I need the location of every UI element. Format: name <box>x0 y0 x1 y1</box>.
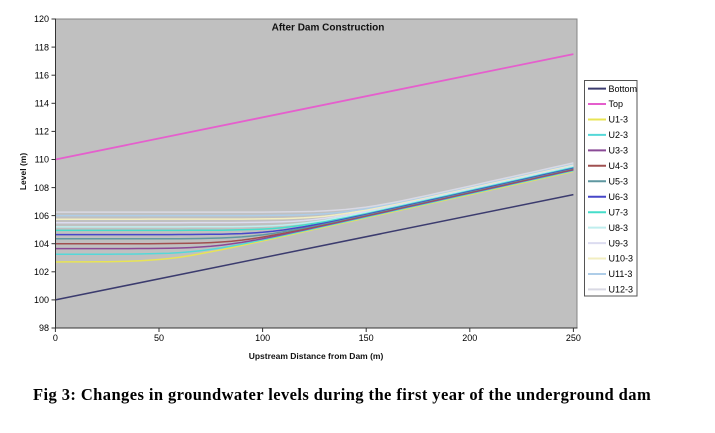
svg-text:After Dam Construction: After Dam Construction <box>272 23 385 34</box>
svg-text:Top: Top <box>609 99 624 109</box>
svg-text:Level (m): Level (m) <box>18 153 28 190</box>
svg-text:100: 100 <box>255 333 270 343</box>
svg-text:114: 114 <box>35 99 49 109</box>
svg-text:118: 118 <box>35 42 49 52</box>
svg-text:100: 100 <box>34 295 49 305</box>
svg-text:200: 200 <box>462 333 477 343</box>
svg-text:U3-3: U3-3 <box>609 146 629 156</box>
svg-text:150: 150 <box>359 333 374 343</box>
svg-text:U9-3: U9-3 <box>609 238 629 248</box>
svg-text:U6-3: U6-3 <box>609 192 629 202</box>
svg-text:104: 104 <box>34 239 49 249</box>
svg-text:U5-3: U5-3 <box>609 177 629 187</box>
svg-text:120: 120 <box>34 14 49 24</box>
svg-text:102: 102 <box>34 267 49 277</box>
svg-text:Bottom: Bottom <box>609 84 638 94</box>
svg-text:U2-3: U2-3 <box>609 130 629 140</box>
svg-text:U7-3: U7-3 <box>609 207 629 217</box>
svg-text:U12-3: U12-3 <box>609 285 634 295</box>
svg-text:50: 50 <box>154 333 164 343</box>
svg-text:U10-3: U10-3 <box>609 254 634 264</box>
svg-text:U1-3: U1-3 <box>609 115 629 125</box>
svg-text:U4-3: U4-3 <box>609 161 629 171</box>
svg-text:108: 108 <box>34 183 49 193</box>
svg-text:112: 112 <box>35 127 49 137</box>
svg-text:U8-3: U8-3 <box>609 223 629 233</box>
svg-text:110: 110 <box>35 155 49 165</box>
svg-text:Upstream Distance from Dam (m): Upstream Distance from Dam (m) <box>249 351 384 361</box>
svg-text:250: 250 <box>566 333 581 343</box>
svg-text:98: 98 <box>39 323 49 333</box>
svg-text:0: 0 <box>53 333 58 343</box>
svg-text:116: 116 <box>35 70 49 80</box>
svg-text:106: 106 <box>34 211 49 221</box>
svg-text:U11-3: U11-3 <box>609 269 633 279</box>
